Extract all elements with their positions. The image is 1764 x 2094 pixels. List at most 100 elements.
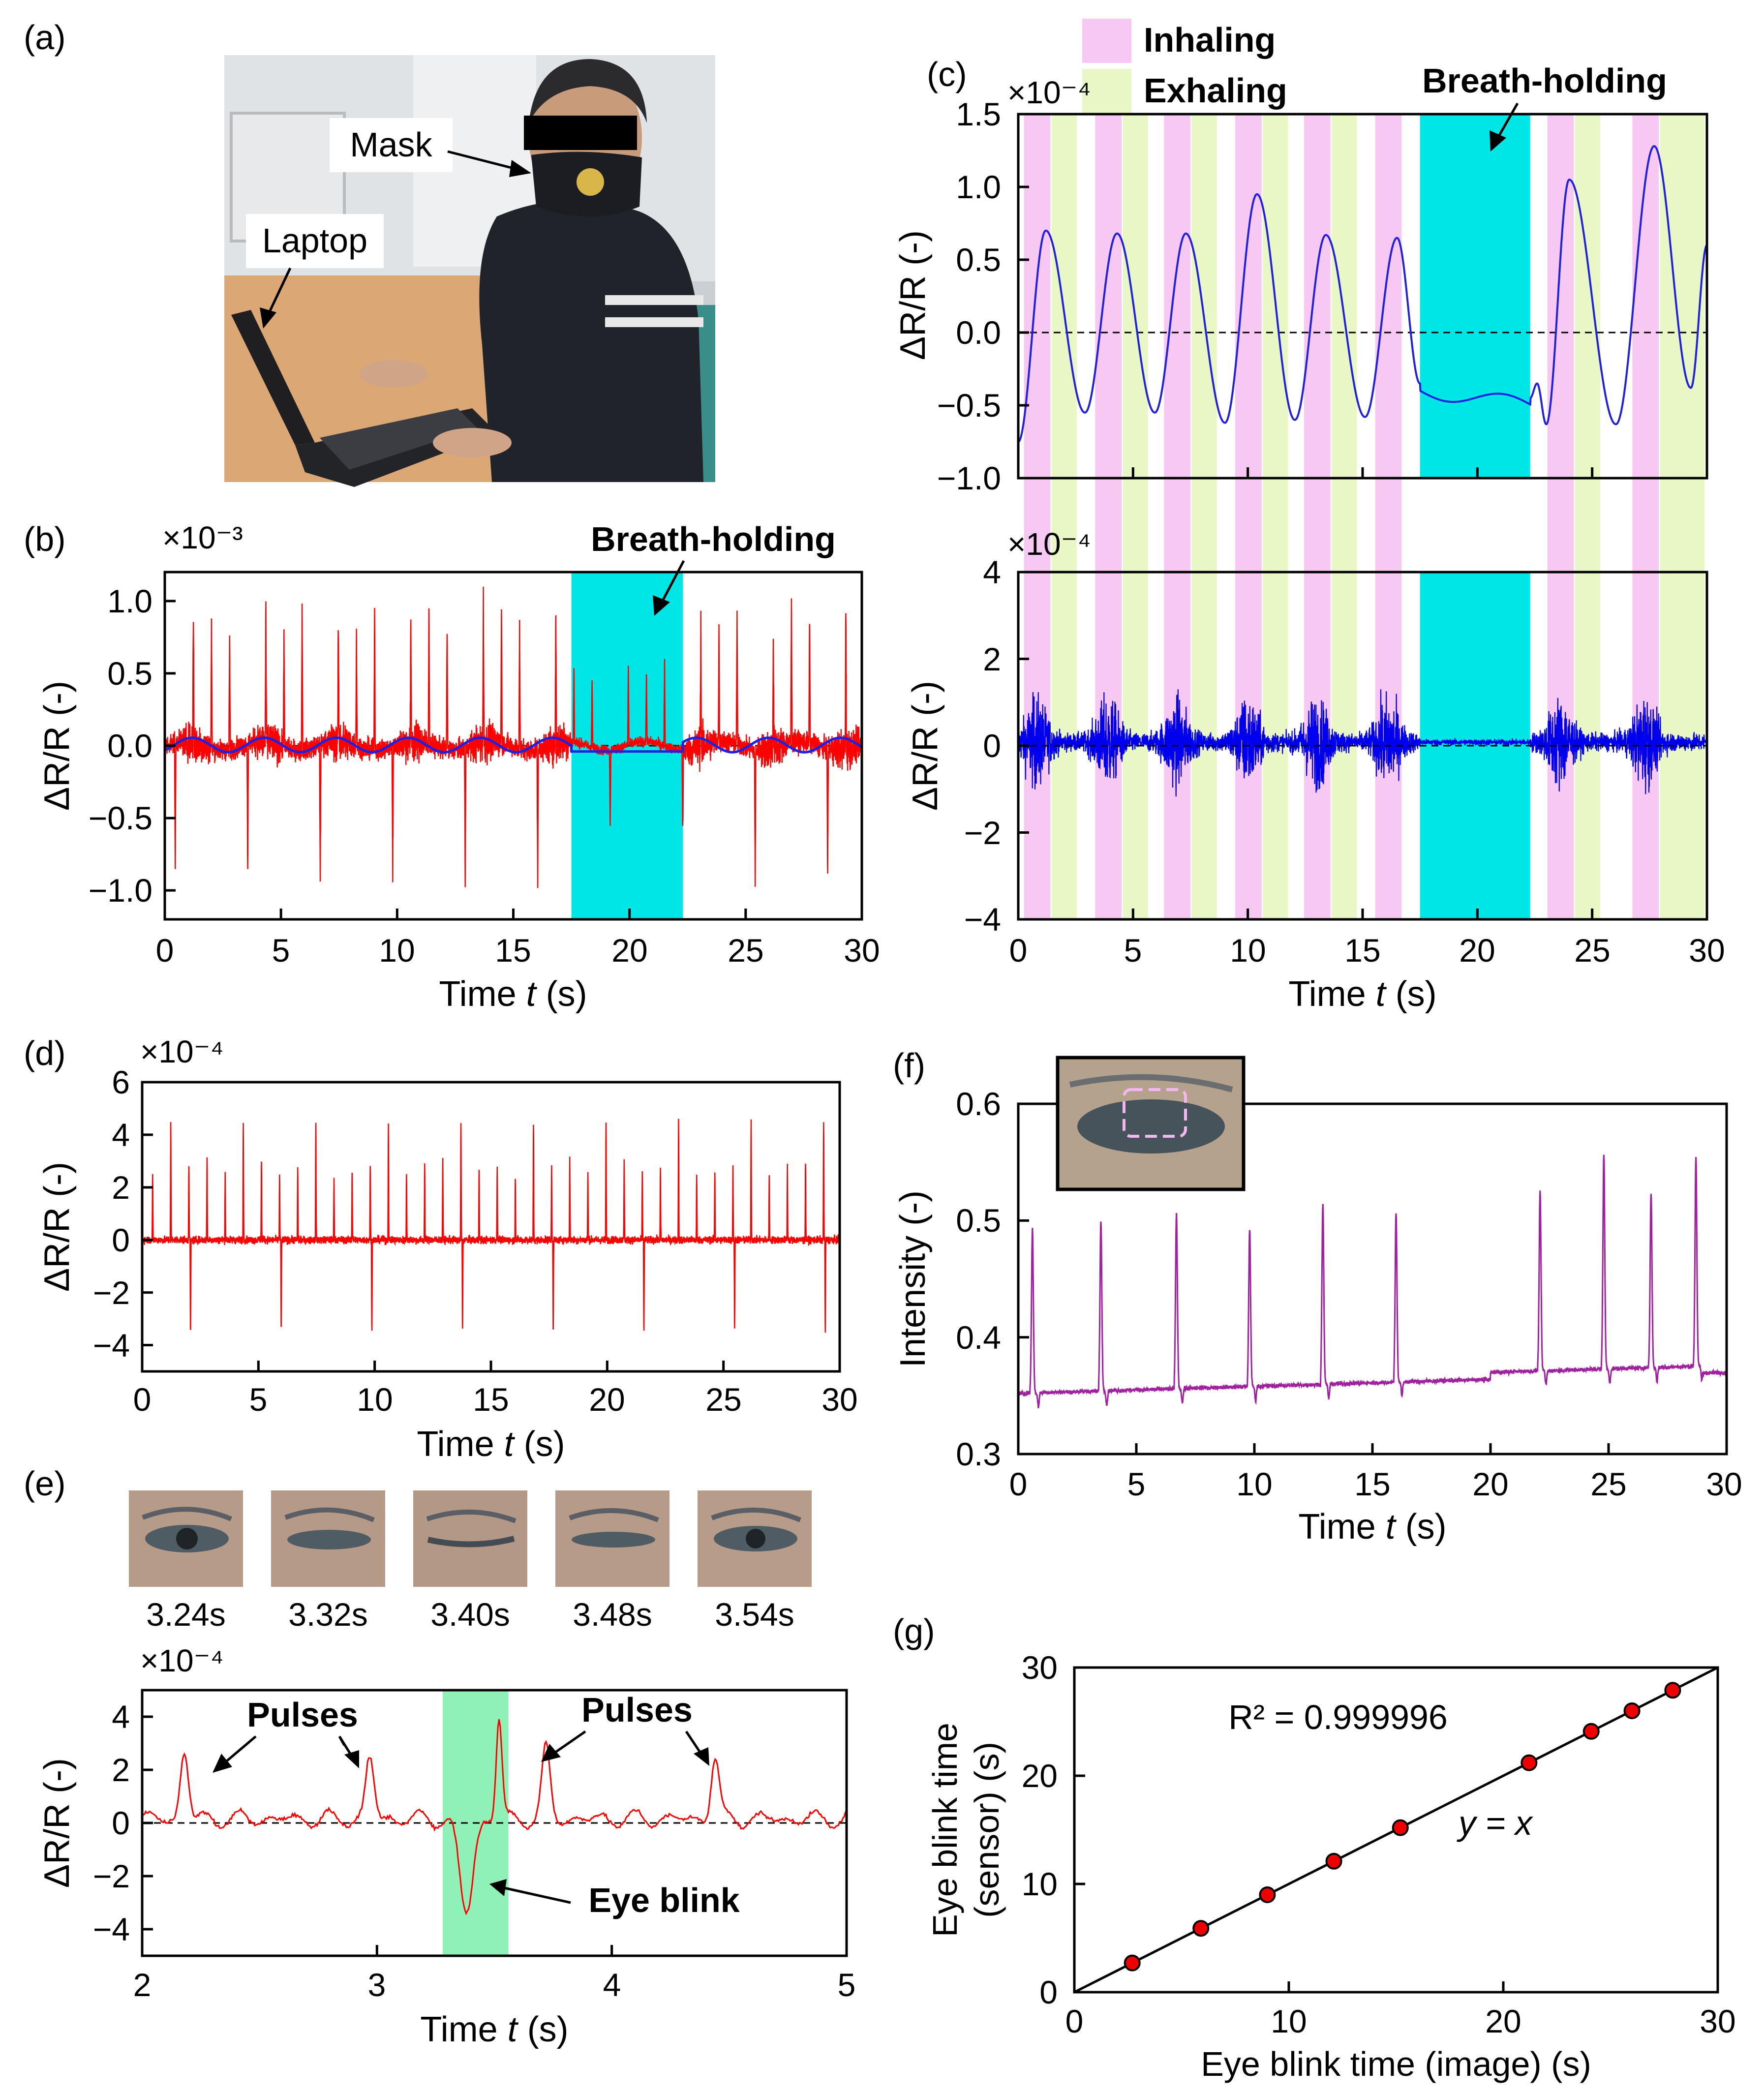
chart-b-tick-y-2: 0.0 [107, 728, 152, 764]
legend-exhaling-swatch [1082, 69, 1131, 113]
breath-band-inhale-7 [1632, 114, 1659, 919]
chart-b-ylabel: ΔR/R (-) [37, 681, 77, 811]
chart-g-tick-y-0: 30 [1022, 1649, 1058, 1686]
chart-f-inset-roi [1123, 1088, 1187, 1138]
chart-e: 2 3 4 5 4 2 0 −2 −4 ×10⁻⁴ Pulses Pulses … [37, 1643, 855, 2049]
panel-label-a: (a) [24, 18, 66, 57]
chart-e-arrow-pulse-3 [552, 1730, 586, 1755]
legend-inhaling-label: Inhaling [1144, 21, 1276, 59]
chart-f-tick-y-3: 0.3 [956, 1436, 1001, 1472]
chart-d-tick-x-4: 20 [589, 1381, 625, 1418]
panel-label-e: (e) [24, 1464, 66, 1503]
chart-c-bottom-tick-y-2: 0 [983, 728, 1001, 764]
chart-d-tick-x-3: 15 [473, 1381, 509, 1418]
chart-e-tick-y-0: 4 [112, 1699, 130, 1735]
chart-g: 0 10 20 30 30 20 10 0 R² = 0.999996 y = … [926, 1649, 1736, 2083]
breath-band-inhale-0 [1024, 114, 1051, 919]
breath-band-inhale-5 [1375, 114, 1402, 919]
chart-d-tick-x-0: 0 [133, 1381, 152, 1418]
chart-d-tick-y-2: 2 [112, 1169, 130, 1206]
chart-e-annotation-pulses-right: Pulses [581, 1691, 693, 1729]
chart-d-tick-y-4: −2 [93, 1275, 130, 1311]
chart-d-tick-x-5: 25 [705, 1381, 741, 1418]
chart-b-tick-y-0: 1.0 [107, 583, 152, 619]
chart-c-bottom-tick-x-6: 30 [1689, 932, 1725, 969]
chart-c-top-tick-y-2: 0.5 [956, 242, 1001, 278]
chart-f-inset-eye [1077, 1099, 1225, 1153]
chart-d-tick-x-6: 30 [821, 1381, 857, 1418]
chart-c-breath-bands [1024, 114, 1705, 919]
chart-g-tick-x-1: 10 [1271, 2003, 1307, 2039]
chart-c-bottom-ylabel: ΔR/R (-) [906, 681, 945, 811]
chart-e-arrowhead-pulse-2 [344, 1750, 359, 1768]
chart-f-tick-y-1: 0.5 [956, 1202, 1001, 1239]
eye-frame-4 [555, 1490, 669, 1587]
chart-d-ylabel: ΔR/R (-) [37, 1162, 77, 1292]
breath-band-exhale-0 [1051, 114, 1077, 919]
photo-hand-2 [433, 428, 512, 457]
chart-e-tick-y-1: 2 [112, 1752, 130, 1788]
chart-f-intensity-line [1018, 1154, 1727, 1409]
chart-f-tick-y-2: 0.4 [956, 1319, 1001, 1356]
chart-f-eye-inset [1056, 1056, 1246, 1191]
chart-b-tick-x-6: 30 [844, 932, 880, 969]
chart-b-annotation-arrow [660, 560, 685, 604]
panel-label-b: (b) [24, 520, 66, 558]
chart-b-tick-y-3: −0.5 [89, 800, 152, 836]
chart-b-tick-x-5: 25 [728, 932, 763, 969]
chart-b-tick-x-0: 0 [156, 932, 174, 969]
chart-c-legend: Inhaling Exhaling [1082, 19, 1287, 113]
chart-d-exponent: ×10⁻⁴ [140, 1034, 224, 1069]
chart-f-xlabel: Time t (s) [1298, 1507, 1446, 1547]
chart-c-bottom-tick-x-1: 5 [1124, 932, 1142, 969]
chart-e-exponent: ×10⁻⁴ [140, 1643, 224, 1678]
chart-e-xlabel-post: (s) [517, 2010, 569, 2049]
chart-d-pulse-line [142, 1119, 840, 1333]
eye-frame-2 [271, 1490, 385, 1587]
breath-band-exhale-6 [1575, 114, 1600, 919]
chart-g-fit-label: y = x [1457, 1804, 1534, 1842]
chart-c-top-breathing-line [1018, 145, 1707, 443]
chart-c-bottom-xlabel-var: t [1376, 974, 1387, 1014]
chart-e-tick-x-0: 2 [133, 1967, 152, 2003]
chart-f-inset-brow [1069, 1074, 1233, 1093]
breath-band-exhale-3 [1263, 114, 1288, 919]
chart-g-tick-y-1: 20 [1022, 1758, 1058, 1794]
eye-frame-time-2: 3.32s [288, 1596, 367, 1633]
chart-c-top-tick-y-1: 1.0 [956, 169, 1001, 205]
chart-b-xlabel-pre: Time [439, 974, 526, 1014]
chart-g-ylabel-line2: (sensor) (s) [968, 1742, 1006, 1918]
chart-g-point-3 [1325, 1852, 1342, 1870]
photo-mask-logo [577, 168, 604, 196]
chart-f-tick-x-6: 30 [1706, 1466, 1742, 1502]
chart-e-tick-x-3: 5 [838, 1967, 856, 2003]
chart-b-tick-y-4: −1.0 [89, 872, 152, 909]
chart-b-xlabel-var: t [526, 974, 538, 1014]
panel-label-d: (d) [24, 1034, 66, 1072]
chart-c-bottom-tick-y-3: −2 [964, 815, 1001, 851]
breath-band-exhale-4 [1332, 114, 1357, 919]
chart-b: 0 5 10 15 20 25 30 1.0 0.5 0.0 −0.5 −1.0… [37, 520, 880, 1014]
chart-c-top-ylabel: ΔR/R (-) [893, 230, 933, 360]
chart-f: 0 5 10 15 20 25 30 0.6 0.5 0.4 0.3 Inten… [893, 1056, 1742, 1547]
chart-c-top: 1.5 1.0 0.5 0.0 −0.5 −1.0 ×10⁻⁴ Breath-h… [893, 61, 1708, 496]
laptop-arrowhead [260, 307, 276, 329]
laptop-label: Laptop [262, 221, 367, 260]
chart-b-annotation-arrowhead [653, 595, 670, 616]
eye-frame-time-3: 3.40s [430, 1596, 510, 1633]
chart-f-tick-x-1: 5 [1127, 1466, 1146, 1502]
chart-e-arrow-pulse-1 [223, 1735, 257, 1764]
breath-band-exhale-7 [1660, 114, 1685, 919]
chart-d-tick-y-3: 0 [112, 1222, 130, 1258]
breath-band-exhale-1 [1123, 114, 1148, 919]
chart-c-top-tick-y-3: 0.0 [956, 314, 1001, 351]
breath-band-inhale-3 [1235, 114, 1262, 919]
chart-c-bottom-exponent: ×10⁻⁴ [1007, 526, 1091, 562]
chart-c-bottom-tick-x-0: 0 [1009, 932, 1028, 969]
chart-e-annotation-eye-blink: Eye blink [588, 1881, 739, 1919]
chart-c-bottom-xlabel-post: (s) [1386, 974, 1437, 1014]
chart-c-bottom-tick-x-3: 15 [1344, 932, 1380, 969]
chart-f-tick-x-3: 15 [1354, 1466, 1390, 1502]
chart-b-tick-x-4: 20 [611, 932, 647, 969]
chart-d-xlabel: Time t (s) [417, 1425, 565, 1464]
